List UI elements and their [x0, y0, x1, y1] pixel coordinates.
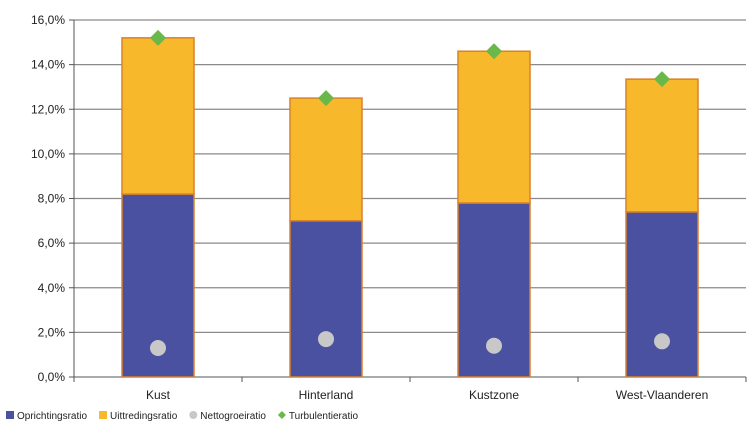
legend-swatch	[189, 411, 198, 419]
y-tick-label: 10,0%	[31, 147, 65, 161]
x-category-label: Kustzone	[469, 388, 519, 402]
y-tick-label: 8,0%	[38, 192, 66, 206]
bar-oprichtingsratio	[625, 211, 699, 378]
y-tick-label: 2,0%	[38, 325, 66, 339]
legend-label: Turbulentieratio	[289, 411, 359, 422]
marker-nettogroeiratio	[486, 337, 502, 354]
labels: 0,0% 2,0% 4,0% 6,0% 8,0% 10,0% 12,0% 14,0% 16,0%…	[31, 13, 708, 402]
legend-item: Uittredingsratio	[99, 411, 178, 422]
legend-label: Uittredingsratio	[110, 411, 178, 422]
bar-uittredingsratio	[121, 37, 195, 195]
legend-label: Oprichtingsratio	[17, 411, 87, 422]
bars	[121, 37, 699, 378]
legend-label: Nettogroeiratio	[200, 411, 266, 422]
marker-turbulentieratio	[486, 43, 502, 60]
y-tick-label: 4,0%	[38, 281, 66, 295]
marker-nettogroeiratio	[150, 339, 166, 356]
legend: Oprichtingsratio Uittredingsratio Nettogro…	[6, 411, 358, 422]
markers	[150, 29, 670, 356]
y-tick-label: 12,0%	[31, 102, 65, 116]
x-category-label: West-Vlaanderen	[616, 388, 709, 402]
marker-nettogroeiratio	[654, 333, 670, 350]
y-tick-label: 6,0%	[38, 236, 66, 250]
bar-uittredingsratio	[625, 78, 699, 213]
bar-uittredingsratio	[457, 50, 531, 204]
legend-item: Nettogroeiratio	[189, 411, 266, 422]
legend-swatch	[6, 411, 14, 419]
legend-item: Oprichtingsratio	[6, 411, 87, 422]
x-category-label: Kust	[146, 388, 171, 402]
y-tick-label: 16,0%	[31, 13, 65, 27]
x-category-label: Hinterland	[299, 388, 354, 402]
y-tick-label: 14,0%	[31, 58, 65, 72]
bar-oprichtingsratio	[289, 220, 363, 378]
legend-item: Turbulentieratio	[277, 411, 359, 422]
marker-nettogroeiratio	[318, 331, 334, 348]
y-tick-label: 0,0%	[38, 370, 66, 384]
marker-turbulentieratio	[318, 90, 334, 107]
marker-turbulentieratio	[654, 71, 670, 88]
marker-turbulentieratio	[150, 29, 166, 46]
legend-swatch	[99, 411, 108, 419]
bar-uittredingsratio	[289, 97, 363, 222]
legend-swatch	[277, 411, 286, 419]
